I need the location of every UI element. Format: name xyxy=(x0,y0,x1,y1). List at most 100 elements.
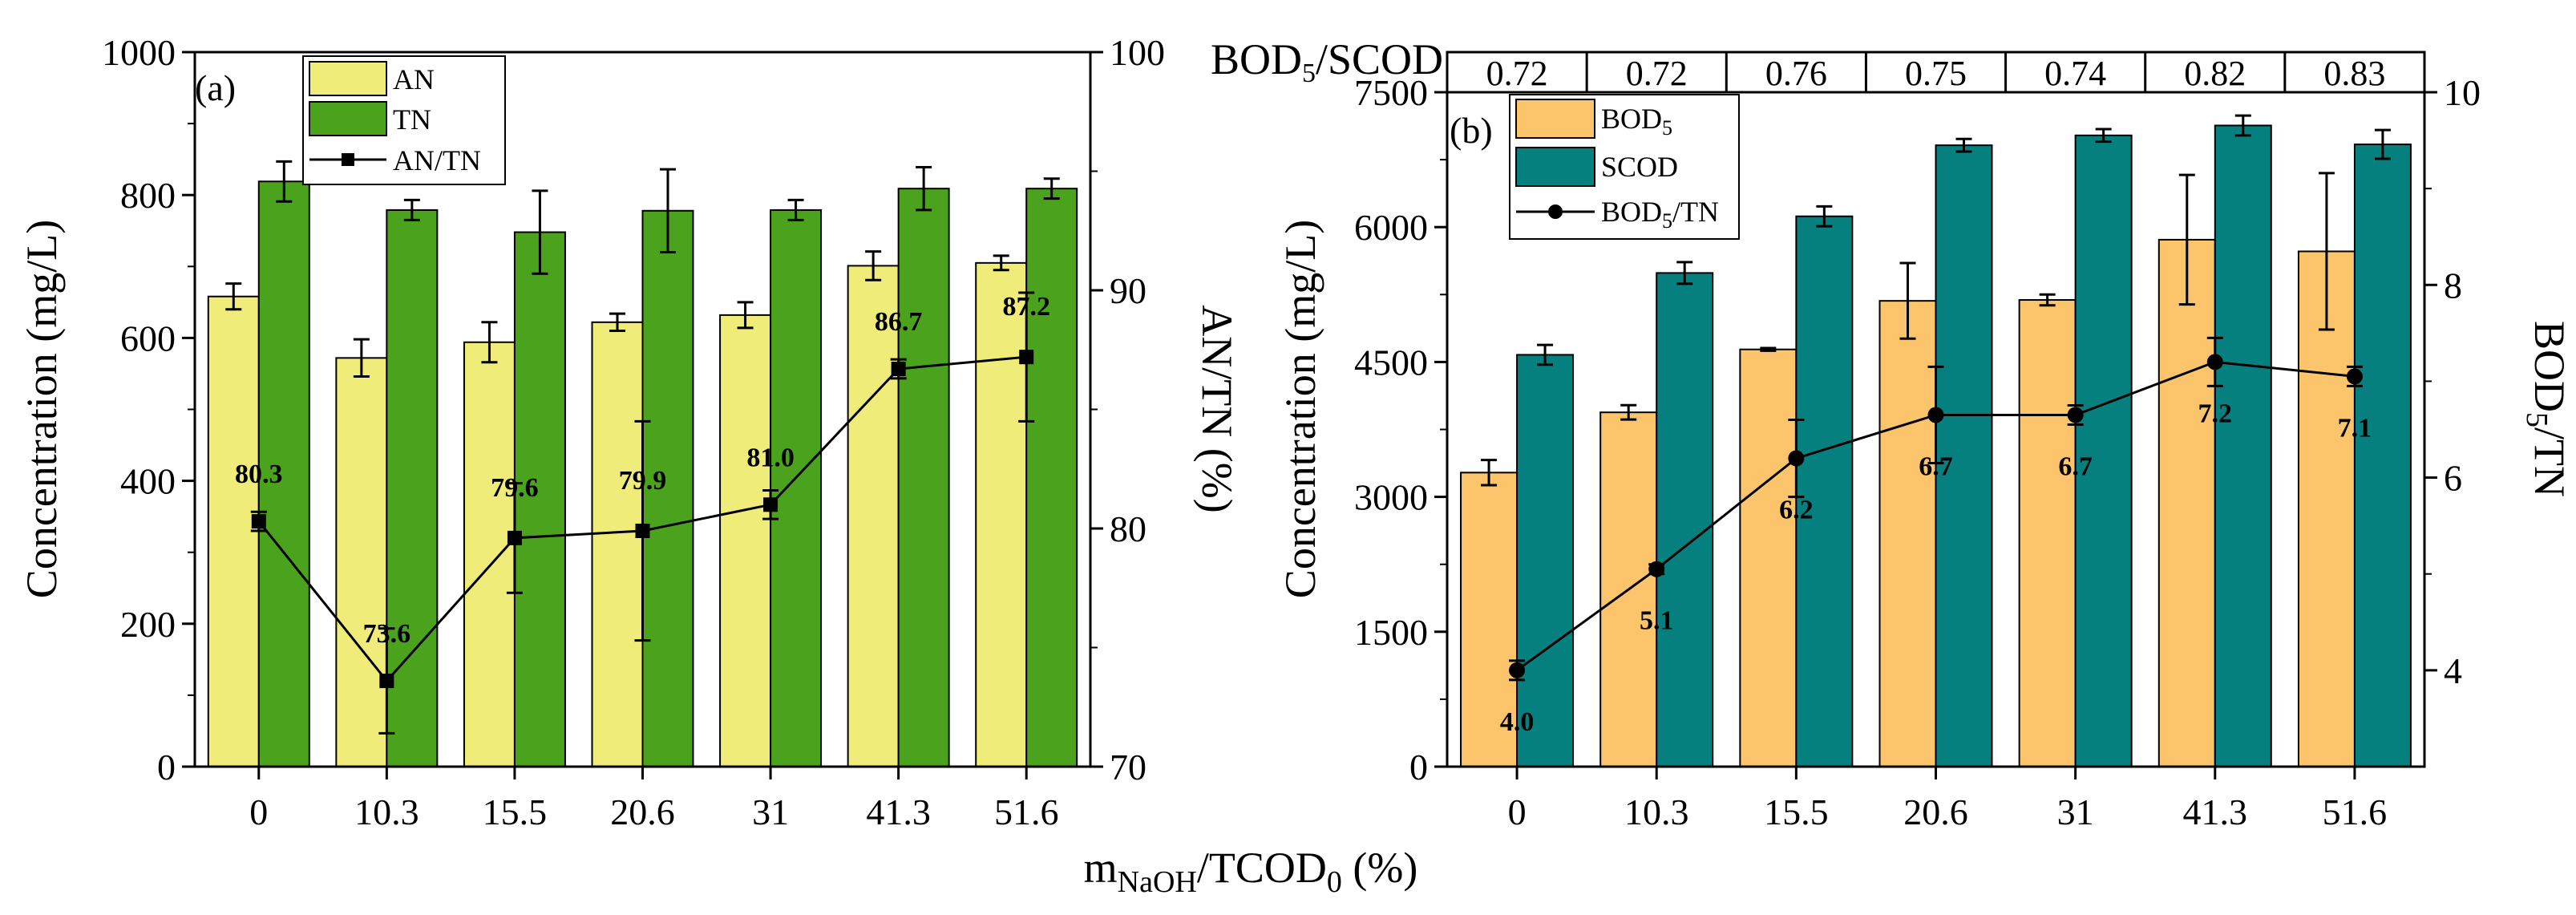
a-bar-tn-4 xyxy=(770,209,823,767)
b-y2tick-label-1: 6 xyxy=(2444,458,2462,499)
b-error-bars xyxy=(1481,114,2391,487)
a-data-labels: 80.3 73.6 79.6 79.9 81.0 86.7 87.2 xyxy=(235,292,1050,649)
a-bars xyxy=(207,180,1078,768)
b-legend-label-ratio-sub: 5 xyxy=(1662,209,1672,233)
b-ratio-point-4 xyxy=(2067,407,2084,423)
b-legend-label-ratio-tail: /TN xyxy=(1672,196,1719,228)
b-xtick-label-0: 0 xyxy=(1508,792,1527,832)
b-bar-bod5-2 xyxy=(1739,348,1798,767)
b-legend-line-marker xyxy=(1548,204,1563,219)
a-y2-axis-title: AN/TN (%) xyxy=(1193,305,1241,512)
b-ytick-label-0: 0 xyxy=(1409,747,1428,787)
a-ratio-point-0 xyxy=(251,514,266,529)
b-ratio-point-0 xyxy=(1509,662,1526,678)
b-ratio-label-6: 7.1 xyxy=(2338,413,2372,443)
b-ratio-cell-4: 0.74 xyxy=(2044,54,2106,93)
b-bar-scod-5 xyxy=(2214,124,2272,768)
x-title-rest: /TCOD xyxy=(1197,844,1327,892)
b-ratio-label-2: 6.2 xyxy=(1779,496,1814,525)
a-y2tick-label-0: 70 xyxy=(1110,747,1146,787)
a-legend-line-marker xyxy=(342,153,354,166)
b-y-axis-title: Concentration (mg/L) xyxy=(1276,220,1324,598)
chart-panel-b: 0.72 0.72 0.76 0.75 0.74 0.82 0.83 0 10.3 15.5 20… xyxy=(1211,35,2574,832)
b-ratio-point-6 xyxy=(2346,368,2363,385)
b-legend-swatch-scod xyxy=(1515,147,1595,187)
a-bar-an-2 xyxy=(463,341,516,768)
a-xtick-label-5: 41.3 xyxy=(866,792,931,832)
b-ratio-cell-3: 0.75 xyxy=(1905,54,1967,93)
b-legend-label-ratio: BOD5/TN xyxy=(1601,196,1719,233)
a-bar-an-0 xyxy=(207,295,260,767)
x-title-main: m xyxy=(1084,844,1118,892)
b-ytick-label-4: 6000 xyxy=(1354,207,1428,248)
b-y2tick-label-3: 10 xyxy=(2444,72,2481,113)
b-y2-axis-title-sub: 5 xyxy=(2520,412,2554,427)
b-y2tick-label-0: 4 xyxy=(2444,650,2462,691)
a-bar-an-6 xyxy=(975,261,1028,768)
a-legend-swatch-an xyxy=(309,61,387,96)
a-xtick-label-4: 31 xyxy=(752,792,789,832)
a-bar-an-1 xyxy=(335,357,388,767)
a-ratio-label-3: 79.9 xyxy=(619,466,667,496)
chart-panel-a: 0 10.3 15.5 20.6 31 41.3 51.6 0 200 400 600 800 1000… xyxy=(18,32,1241,832)
a-bar-tn-0 xyxy=(257,180,310,767)
b-xtick-label-2: 15.5 xyxy=(1764,792,1829,832)
b-ytick-label-3: 4500 xyxy=(1354,342,1428,383)
b-ratio-point-2 xyxy=(1788,450,1805,467)
b-xtick-label-6: 51.6 xyxy=(2323,792,2388,832)
b-xtick-label-1: 10.3 xyxy=(1624,792,1689,832)
a-ratio-point-6 xyxy=(1019,350,1034,365)
b-ratio-row: 0.72 0.72 0.76 0.75 0.74 0.82 0.83 xyxy=(1486,52,2385,93)
b-ratio-cell-2: 0.76 xyxy=(1765,54,1827,93)
a-ratio-label-2: 79.6 xyxy=(491,473,539,503)
b-bar-scod-3 xyxy=(1935,144,1993,767)
b-legend-label-bod5: BOD5 xyxy=(1601,103,1672,140)
b-ratio-line xyxy=(1509,336,2363,682)
b-ratio-label-5: 7.2 xyxy=(2198,399,2233,428)
b-y2-axis-title-main: BOD xyxy=(2525,321,2574,412)
a-xtick-label-6: 51.6 xyxy=(994,792,1059,832)
b-legend-swatch-bod5 xyxy=(1515,99,1595,139)
b-legend-label-ratio-main: BOD xyxy=(1601,196,1662,228)
a-legend-label-an: AN xyxy=(393,63,435,95)
a-ratio-label-1: 73.6 xyxy=(363,619,411,649)
a-bar-tn-1 xyxy=(386,209,439,767)
b-ratio-row-title-main: BOD xyxy=(1211,35,1302,83)
b-y2-axis-title-tail: /TN xyxy=(2525,427,2574,497)
b-ratio-point-1 xyxy=(1648,561,1665,577)
b-xtick-label-4: 31 xyxy=(2057,792,2094,832)
a-ytick-label-1: 200 xyxy=(120,604,176,645)
a-ratio-label-5: 86.7 xyxy=(875,307,923,337)
shared-x-axis-title: mNaOH/TCOD0 (%) xyxy=(1084,844,1418,899)
b-xtick-label-5: 41.3 xyxy=(2183,792,2248,832)
b-legend-label-bod5-sub: 5 xyxy=(1662,116,1672,140)
a-xtick-label-2: 15.5 xyxy=(483,792,548,832)
a-bar-tn-5 xyxy=(897,188,950,767)
a-y2tick-label-2: 90 xyxy=(1110,270,1146,311)
a-bar-an-4 xyxy=(719,314,772,767)
a-ratio-point-2 xyxy=(507,530,522,545)
b-ratio-row-title-tail: /SCOD xyxy=(1316,35,1443,83)
b-ratio-label-3: 6.7 xyxy=(1919,451,1953,481)
b-bar-scod-0 xyxy=(1516,354,1575,767)
a-ytick-label-5: 1000 xyxy=(102,32,176,73)
b-ratio-row-title: BOD5/SCOD xyxy=(1211,35,1443,88)
x-title-sub: NaOH xyxy=(1118,865,1197,899)
b-bar-scod-1 xyxy=(1656,272,1714,767)
b-bar-scod-2 xyxy=(1795,215,1854,767)
a-ytick-label-3: 600 xyxy=(120,318,176,358)
b-legend: BOD5 SCOD BOD5/TN xyxy=(1509,94,1740,240)
a-y2tick-label-3: 100 xyxy=(1110,32,1165,73)
a-y-axis-title: Concentration (mg/L) xyxy=(18,220,66,598)
a-bar-tn-2 xyxy=(513,231,566,768)
b-ratio-cell-5: 0.82 xyxy=(2184,54,2246,93)
b-ytick-label-5: 7500 xyxy=(1354,72,1428,113)
a-legend-swatch-tn xyxy=(309,101,387,136)
a-ratio-line xyxy=(250,291,1035,735)
b-bars xyxy=(1460,124,2412,768)
a-y2tick-label-1: 80 xyxy=(1110,508,1146,549)
b-legend-label-scod: SCOD xyxy=(1601,151,1678,183)
b-ratio-label-0: 4.0 xyxy=(1500,707,1535,737)
a-axis-ticks: 0 10.3 15.5 20.6 31 41.3 51.6 0 200 400 600 800 1000… xyxy=(102,32,1165,832)
